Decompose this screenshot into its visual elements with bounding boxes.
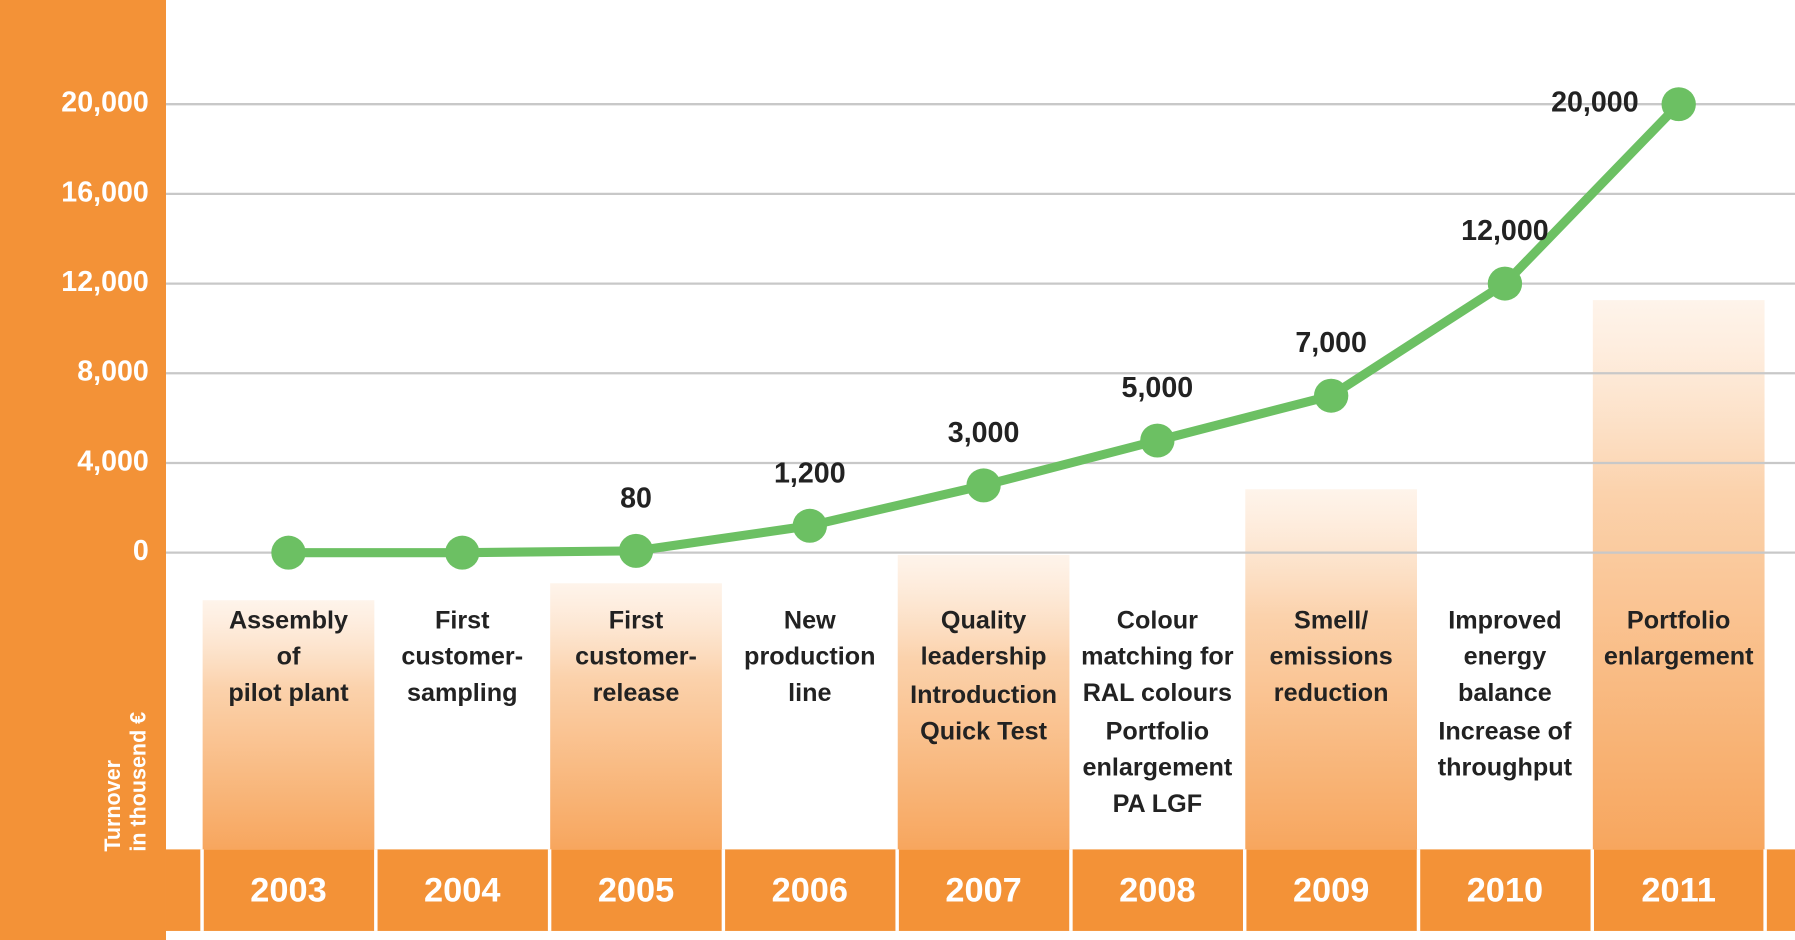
year-separator [548, 849, 551, 931]
milestone-text: First [435, 606, 490, 634]
year-separator [1591, 849, 1594, 931]
milestone-text: reduction [1274, 679, 1389, 707]
milestone-text: enlargement [1604, 643, 1754, 671]
milestone-text: pilot plant [228, 679, 349, 707]
y-axis-label: Turnover [100, 759, 125, 851]
milestone-text: RAL colours [1083, 679, 1232, 707]
milestone-text: Smell/ [1294, 606, 1368, 634]
milestone-text: Increase of [1438, 717, 1572, 745]
point [1314, 379, 1348, 413]
y-tick-label: 20,000 [61, 87, 148, 119]
value-label: 12,000 [1461, 215, 1548, 247]
page: Turnover in thousend € 0 4,000 8,000 12,000… [0, 0, 1795, 940]
milestone-text: line [788, 679, 831, 707]
milestone-text: emissions [1270, 643, 1393, 671]
point [1662, 87, 1696, 121]
milestone-text: Improved [1448, 606, 1561, 634]
point [1140, 424, 1174, 458]
value-label: 5,000 [1122, 372, 1194, 404]
year-separator [1069, 849, 1072, 931]
milestone-text: throughput [1438, 754, 1573, 782]
milestone-text: customer- [401, 643, 523, 671]
x-tick-label: 2009 [1293, 872, 1369, 910]
value-label: 3,000 [948, 417, 1020, 449]
milestone-text: energy [1464, 643, 1547, 671]
milestone-text: PA LGF [1113, 790, 1203, 818]
milestone-text: Portfolio [1627, 606, 1731, 634]
year-separator [1763, 849, 1766, 931]
y-tick-label: 16,000 [61, 176, 148, 208]
milestone-text: New [784, 606, 836, 634]
y-axis-label: in thousend € [125, 712, 150, 852]
milestone-text: balance [1458, 679, 1552, 707]
x-tick-label: 2007 [945, 872, 1021, 910]
value-label: 7,000 [1295, 327, 1367, 359]
year-separator [1417, 849, 1420, 931]
value-label: 20,000 [1551, 87, 1638, 119]
highlight-column [1593, 300, 1765, 849]
milestone-text: Introduction [910, 681, 1057, 709]
x-tick-label: 2003 [250, 872, 326, 910]
milestone-text: Assembly [229, 606, 348, 634]
milestone-text: production [744, 643, 875, 671]
point [271, 536, 305, 570]
milestone-text: of [277, 643, 301, 671]
milestone-text: Portfolio [1106, 717, 1210, 745]
milestone-text: leadership [921, 643, 1047, 671]
x-tick-label: 2005 [598, 872, 674, 910]
milestone-text: sampling [407, 679, 518, 707]
point [966, 468, 1000, 502]
value-label: 1,200 [774, 457, 846, 489]
milestone-text: Colour [1117, 606, 1198, 634]
year-separator [200, 849, 203, 931]
milestone-text: matching for [1081, 643, 1234, 671]
milestone-text: Quick Test [920, 717, 1048, 745]
point [619, 534, 653, 568]
y-tick-label: 0 [133, 535, 149, 567]
y-tick-label: 12,000 [61, 266, 148, 298]
year-separator [374, 849, 377, 931]
milestone-text: customer- [575, 643, 697, 671]
x-tick-label: 2011 [1641, 872, 1716, 910]
year-separator [722, 849, 725, 931]
y-tick-label: 4,000 [77, 446, 149, 478]
milestone-text: First [609, 606, 664, 634]
x-tick-label: 2006 [772, 872, 848, 910]
point [793, 509, 827, 543]
milestone-text: Quality [941, 606, 1026, 634]
y-tick-label: 8,000 [77, 356, 149, 388]
point [1488, 267, 1522, 301]
year-separator [895, 849, 898, 931]
milestone-text: enlargement [1082, 754, 1232, 782]
x-tick-label: 2008 [1119, 872, 1195, 910]
milestone-text: release [593, 679, 680, 707]
value-label: 80 [620, 483, 652, 515]
x-tick-label: 2004 [424, 872, 500, 910]
highlight-column [203, 600, 375, 849]
year-separator [1243, 849, 1246, 931]
x-tick-label: 2010 [1467, 872, 1543, 910]
point [445, 536, 479, 570]
chart: Turnover in thousend € 0 4,000 8,000 12,000… [0, 0, 1795, 940]
